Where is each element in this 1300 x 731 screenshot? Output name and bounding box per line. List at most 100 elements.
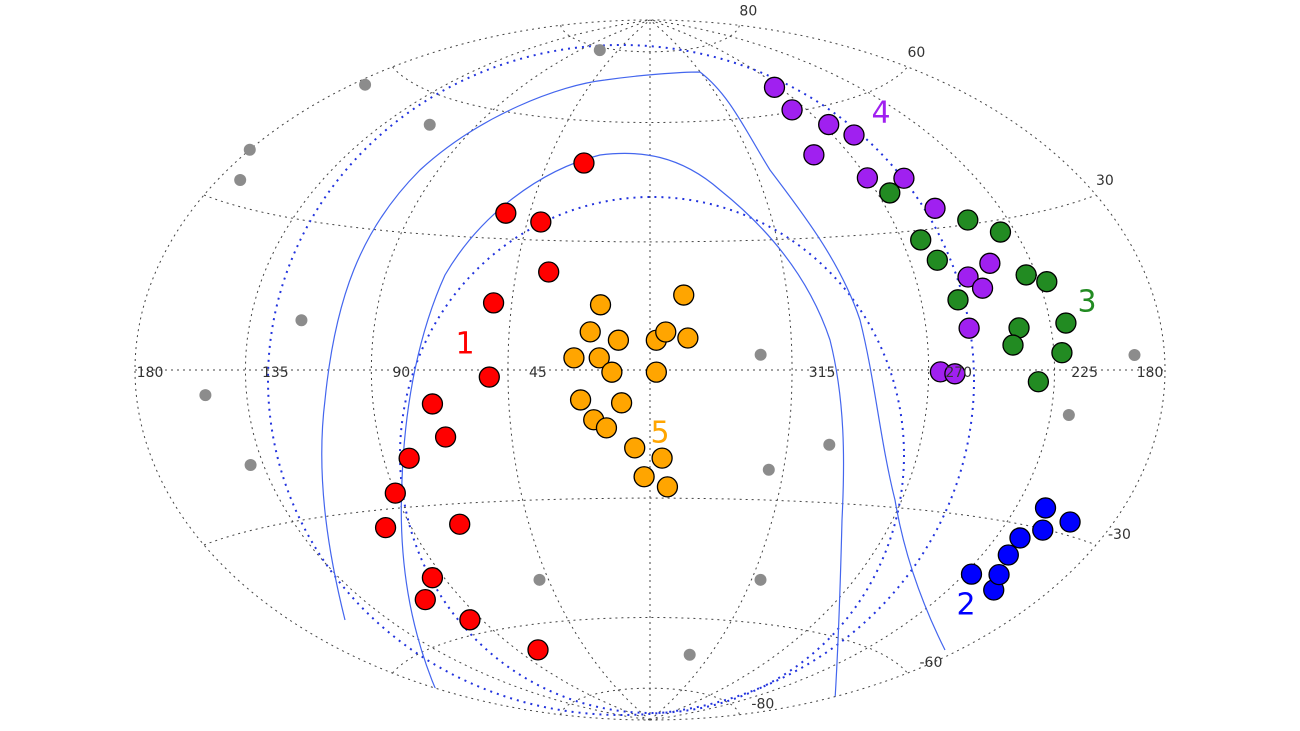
source-point [1055,312,1077,334]
grey-source [754,573,767,586]
source-point [482,292,505,314]
source-point [1002,334,1024,356]
source-point [601,361,623,383]
source-point [1051,342,1073,364]
source-point [655,321,677,343]
mask-boundary [321,71,946,651]
source-point [538,261,560,283]
grey-source [244,458,257,471]
group-label: 4 [871,96,890,131]
source-point [677,327,699,349]
source-point [957,266,979,288]
group-label: 2 [956,588,975,623]
lat-tick-label: -30 [1108,527,1131,543]
source-point [374,516,397,539]
source-point [1034,497,1057,519]
dotted-curve [267,44,975,716]
lon-tick-label: 90 [392,365,410,381]
source-point [495,202,517,224]
source-point [1036,271,1058,293]
source-point [421,393,444,415]
group-label: 3 [1077,285,1096,320]
source-point [843,124,865,146]
source-point [971,277,994,299]
grey-source [243,143,256,156]
grey-source [823,438,836,451]
source-point [1009,527,1031,549]
source-point [527,639,549,661]
source-point [924,197,946,219]
points [199,44,1141,661]
source-point [910,229,932,251]
lon-tick-label: 270 [945,365,972,381]
source-point [579,321,601,343]
source-point [1027,371,1050,393]
source-point [384,482,406,504]
lon-tick-label: 135 [262,365,289,381]
source-point [459,609,481,631]
source-point [673,284,695,306]
source-point [781,99,803,121]
source-point [610,392,633,414]
lat-tick-label: 80 [739,3,757,19]
mask-curves [267,44,975,716]
source-point [997,544,1019,566]
source-point [979,252,1001,274]
grey-source [762,463,775,476]
grid-line [370,19,651,721]
grey-source [295,314,308,327]
lon-tick-label: 45 [529,365,547,381]
grid-line [560,687,740,715]
grey-source [234,173,247,186]
source-point [856,167,879,189]
source-point [449,513,471,535]
group-label: 1 [455,327,474,362]
source-point [957,209,979,231]
lon-tick-label: 180 [137,365,164,381]
grey-source [199,389,212,402]
lon-tick-label: 180 [1137,365,1164,381]
grid-line [203,497,1097,546]
source-point [1032,519,1054,541]
source-point [763,76,786,98]
source-point [989,221,1012,243]
source-point [569,389,592,411]
source-point [421,567,444,589]
lon-tick-label: 315 [809,365,836,381]
grid-line [203,194,1097,243]
grid-line [392,66,908,123]
source-point [1059,511,1081,533]
lat-tick-label: -80 [751,697,774,713]
grey-source [533,573,546,586]
source-point [1015,264,1037,286]
group-label: 5 [650,416,669,451]
grey-source [423,118,436,131]
source-point [944,363,966,385]
source-point [645,361,668,383]
lat-tick-label: -60 [920,655,943,671]
sky-outline [134,19,1166,721]
grid-line [649,19,793,721]
source-point [947,289,969,311]
source-point [656,476,679,498]
mask-boundary [400,152,845,701]
source-point [530,211,552,233]
source-point [588,347,610,369]
dotted-curve [399,196,905,714]
source-point [414,588,436,611]
source-point [926,249,948,271]
source-point [879,182,901,204]
lon-tick-label: 225 [1071,365,1098,381]
source-point [960,563,983,585]
grey-source [593,44,606,57]
source-point [893,167,915,189]
source-point [589,294,612,316]
source-point [818,113,840,136]
source-point [595,417,618,439]
source-point [478,366,500,388]
grey-source [754,348,767,361]
grey-source [1128,348,1141,361]
grey-source [683,648,696,661]
